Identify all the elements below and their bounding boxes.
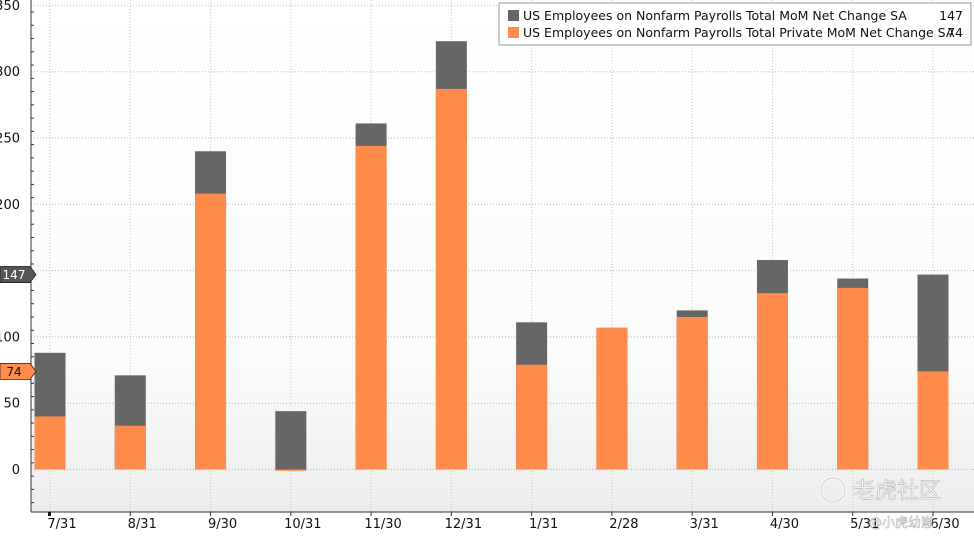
bar-total — [275, 411, 307, 470]
y-tick-label: 200 — [0, 198, 20, 213]
watermark-logo-ring — [820, 477, 846, 503]
x-tick-label: 9/30 — [208, 517, 237, 532]
x-tick-label: 12/31 — [445, 517, 482, 532]
x-tick-label: 2/28 — [609, 517, 638, 532]
x-tick-label: 5/31 — [850, 517, 879, 532]
y-tick-label: 350 — [0, 0, 20, 14]
x-tick-label: 10/31 — [284, 517, 321, 532]
y-tick-label: 0 — [12, 463, 20, 478]
watermark-text: 老虎社区 — [853, 479, 941, 504]
value-flag — [0, 362, 37, 380]
bar-private — [355, 145, 387, 470]
legend-label: US Employees on Nonfarm Payrolls Total P… — [523, 25, 955, 40]
bar-private — [34, 416, 66, 470]
bar-private — [676, 317, 708, 470]
legend-box — [498, 2, 972, 46]
bar-private — [275, 469, 307, 471]
legend-label: US Employees on Nonfarm Payrolls Total M… — [523, 8, 907, 23]
x-tick-label: 1/31 — [529, 517, 558, 532]
bar-private — [596, 327, 628, 470]
plot-background — [31, 0, 974, 512]
bar-private — [114, 425, 146, 470]
x-tick-label: 7/31 — [47, 517, 76, 532]
x-tick-label: 6/30 — [930, 517, 959, 532]
x-tick-label: 11/30 — [364, 517, 401, 532]
x-tick-label: 8/31 — [128, 517, 157, 532]
value-flag — [0, 266, 37, 283]
bar-private — [195, 193, 227, 470]
value-flag-label: 74 — [6, 365, 21, 379]
y-tick-label: 300 — [0, 65, 20, 80]
bar-private — [756, 293, 788, 470]
legend-swatch — [508, 10, 519, 21]
watermark-subtext: @小虎幼崽 — [869, 516, 934, 531]
y-tick-label: 50 — [3, 397, 20, 412]
bar-private — [837, 287, 869, 470]
legend-value: 147 — [939, 8, 963, 23]
legend-swatch — [508, 27, 519, 38]
y-tick-label: 100 — [0, 330, 20, 345]
x-tick-label: 3/31 — [690, 517, 719, 532]
x-tick-label: 4/30 — [770, 517, 799, 532]
x-axis-marker — [48, 512, 51, 516]
y-tick-label: 250 — [0, 132, 20, 147]
legend-value: 74 — [947, 25, 963, 40]
bar-private — [917, 371, 949, 470]
bar-private — [516, 364, 548, 470]
bar-private — [435, 88, 467, 470]
value-flag-label: 147 — [3, 268, 26, 282]
